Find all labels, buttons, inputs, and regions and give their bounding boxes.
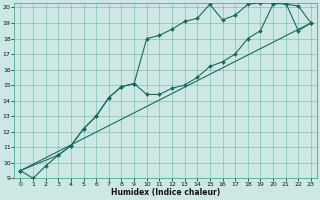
X-axis label: Humidex (Indice chaleur): Humidex (Indice chaleur) bbox=[111, 188, 220, 197]
